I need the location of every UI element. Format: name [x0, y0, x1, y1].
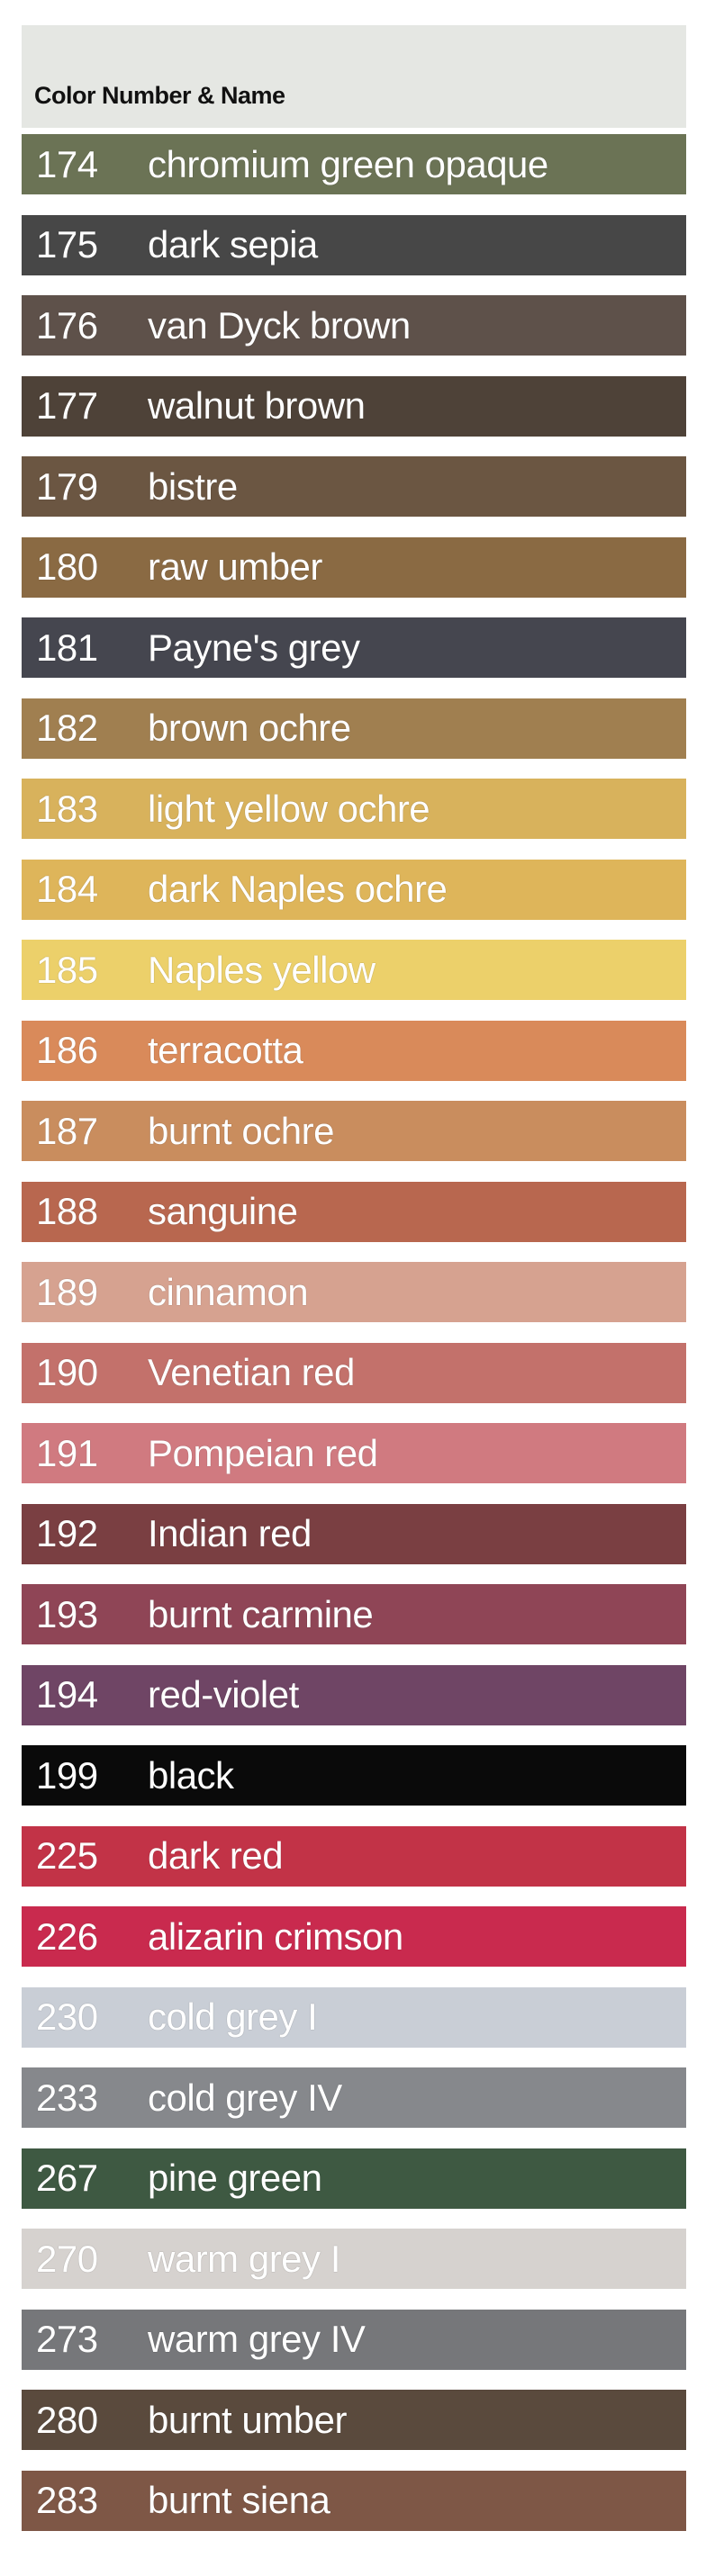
color-name: Payne's grey — [148, 626, 360, 669]
color-number: 280 — [36, 2398, 98, 2441]
color-name: burnt siena — [148, 2479, 330, 2521]
color-name: warm grey I — [148, 2237, 340, 2280]
color-row: 175 dark sepia — [22, 214, 686, 275]
color-row: 267 pine green — [22, 2148, 686, 2209]
color-name: burnt carmine — [148, 1592, 374, 1635]
color-row: 187 burnt ochre — [22, 1101, 686, 1161]
color-name: burnt umber — [148, 2398, 347, 2441]
color-name: chromium green opaque — [148, 142, 548, 185]
color-row: 192 Indian red — [22, 1503, 686, 1564]
color-list: 174 chromium green opaque 175 dark sepia 176… — [22, 134, 686, 2551]
color-number: 185 — [36, 948, 98, 991]
color-name: Pompeian red — [148, 1431, 378, 1474]
color-number: 190 — [36, 1351, 98, 1393]
color-number: 230 — [36, 1995, 98, 2038]
color-number: 193 — [36, 1592, 98, 1635]
color-row: 194 red-violet — [22, 1664, 686, 1725]
color-name: burnt ochre — [148, 1109, 334, 1152]
color-name: walnut brown — [148, 384, 366, 427]
color-number: 270 — [36, 2237, 98, 2280]
color-name: Venetian red — [148, 1351, 355, 1393]
color-name: dark Naples ochre — [148, 868, 448, 910]
color-name: dark red — [148, 1834, 284, 1877]
color-row: 230 cold grey I — [22, 1986, 686, 2048]
color-row: 190 Venetian red — [22, 1342, 686, 1403]
color-number: 187 — [36, 1109, 98, 1152]
color-name: bistre — [148, 464, 238, 508]
column-header: Color Number & Name — [34, 82, 285, 109]
color-number: 181 — [36, 626, 98, 669]
color-name: Naples yellow — [148, 948, 376, 991]
color-row: 174 chromium green opaque — [22, 134, 686, 194]
color-row: 180 raw umber — [22, 536, 686, 598]
color-number: 226 — [36, 1914, 98, 1958]
color-number: 188 — [36, 1190, 98, 1232]
color-number: 267 — [36, 2157, 98, 2199]
color-row: 177 walnut brown — [22, 375, 686, 437]
color-number: 186 — [36, 1029, 98, 1071]
color-name: cinnamon — [148, 1270, 309, 1313]
color-number: 194 — [36, 1673, 98, 1716]
color-name: light yellow ochre — [148, 787, 430, 830]
color-row: 176 van Dyck brown — [22, 295, 686, 356]
color-number: 179 — [36, 464, 98, 508]
color-row: 280 burnt umber — [22, 2390, 686, 2450]
color-name: brown ochre — [148, 707, 351, 749]
color-row: 191 Pompeian red — [22, 1423, 686, 1483]
color-name: warm grey IV — [148, 2318, 366, 2360]
color-name: sanguine — [148, 1190, 298, 1232]
color-name: raw umber — [148, 545, 322, 588]
color-row: 273 warm grey IV — [22, 2309, 686, 2370]
color-name: van Dyck brown — [148, 303, 411, 347]
color-number: 191 — [36, 1431, 98, 1474]
color-number: 175 — [36, 223, 98, 266]
color-number: 176 — [36, 303, 98, 347]
color-row: 185 Naples yellow — [22, 940, 686, 1000]
table-header: Color Number & Name — [22, 25, 686, 128]
color-name: dark sepia — [148, 223, 318, 266]
color-row: 225 dark red — [22, 1825, 686, 1887]
color-row: 183 light yellow ochre — [22, 779, 686, 839]
color-row: 283 burnt siena — [22, 2470, 686, 2531]
color-number: 183 — [36, 787, 98, 830]
color-number: 273 — [36, 2318, 98, 2360]
color-name: alizarin crimson — [148, 1914, 403, 1958]
color-name: cold grey I — [148, 1995, 318, 2038]
color-number: 225 — [36, 1834, 98, 1877]
color-name: cold grey IV — [148, 2076, 342, 2119]
color-row: 182 brown ochre — [22, 698, 686, 759]
color-row: 188 sanguine — [22, 1181, 686, 1242]
color-row: 184 dark Naples ochre — [22, 859, 686, 920]
color-row: 270 warm grey I — [22, 2229, 686, 2289]
color-row: 193 burnt carmine — [22, 1584, 686, 1644]
color-number: 233 — [36, 2076, 98, 2119]
color-number: 192 — [36, 1512, 98, 1554]
color-name: Indian red — [148, 1512, 312, 1554]
color-number: 283 — [36, 2479, 98, 2521]
color-row: 189 cinnamon — [22, 1262, 686, 1322]
color-name: black — [148, 1753, 234, 1797]
color-row: 233 cold grey IV — [22, 2067, 686, 2128]
color-number: 180 — [36, 545, 98, 588]
color-row: 199 black — [22, 1745, 686, 1806]
color-name: pine green — [148, 2157, 322, 2199]
color-number: 177 — [36, 384, 98, 427]
color-number: 199 — [36, 1753, 98, 1797]
color-row: 226 alizarin crimson — [22, 1906, 686, 1967]
color-row: 186 terracotta — [22, 1020, 686, 1081]
color-name: red-violet — [148, 1673, 299, 1716]
color-row: 181 Payne's grey — [22, 617, 686, 678]
color-number: 182 — [36, 707, 98, 749]
color-number: 174 — [36, 142, 98, 185]
color-name: terracotta — [148, 1029, 303, 1071]
color-row: 179 bistre — [22, 456, 686, 517]
color-number: 189 — [36, 1270, 98, 1313]
color-number: 184 — [36, 868, 98, 910]
